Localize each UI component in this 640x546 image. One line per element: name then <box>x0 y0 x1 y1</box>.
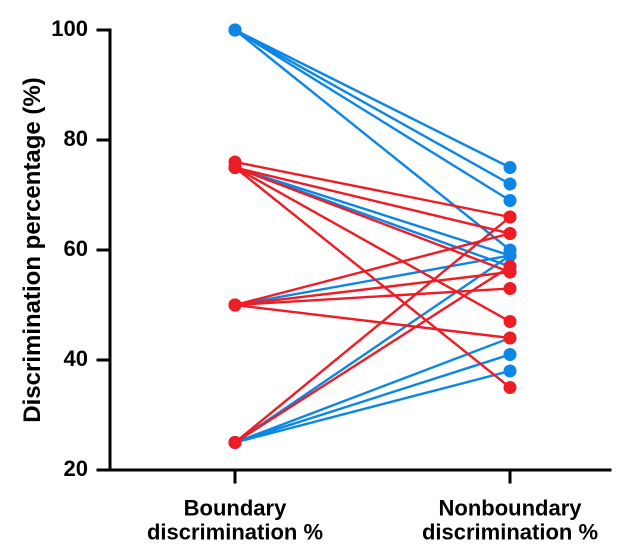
y-tick-label: 20 <box>64 456 88 481</box>
series-marker-right <box>504 194 517 207</box>
series-marker-right <box>504 161 517 174</box>
series-marker-right <box>504 178 517 191</box>
series-marker-left <box>229 436 242 449</box>
series-marker-right <box>504 211 517 224</box>
series-marker-right <box>504 381 517 394</box>
discrimination-chart: 20406080100Boundarydiscrimination %Nonbo… <box>0 0 640 546</box>
series-marker-right <box>504 260 517 273</box>
x-tick-label: Nonboundarydiscrimination % <box>422 496 598 545</box>
series-marker-right <box>504 348 517 361</box>
y-tick-label: 40 <box>64 346 88 371</box>
y-tick-label: 100 <box>51 16 88 41</box>
series-marker-right <box>504 227 517 240</box>
series-marker-left <box>229 299 242 312</box>
y-tick-label: 80 <box>64 126 88 151</box>
y-axis-label: Discrimination percentage (%) <box>19 77 46 422</box>
y-tick-label: 60 <box>64 236 88 261</box>
series-marker-right <box>504 365 517 378</box>
series-marker-left <box>229 161 242 174</box>
series-marker-left <box>229 24 242 37</box>
series-marker-right <box>504 282 517 295</box>
series-marker-right <box>504 315 517 328</box>
chart-container: 20406080100Boundarydiscrimination %Nonbo… <box>0 0 640 546</box>
series-marker-right <box>504 332 517 345</box>
